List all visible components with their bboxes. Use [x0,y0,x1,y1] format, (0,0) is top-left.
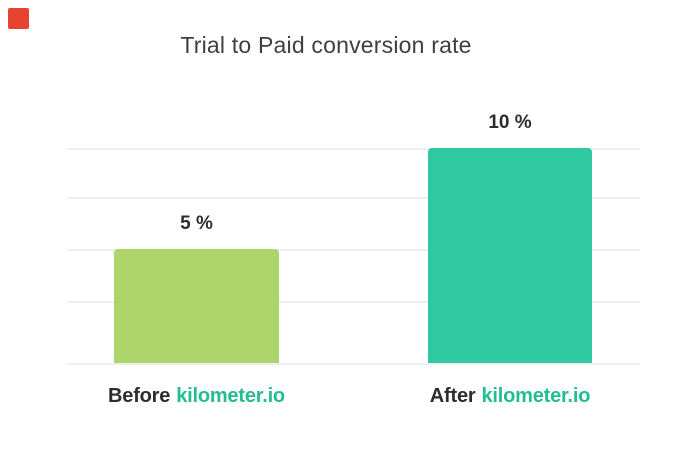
category-label-before: Before kilometer.io [108,386,285,406]
chart-title: Trial to Paid conversion rate [180,32,472,58]
bar-group-before: 5 % Before kilometer.io [108,0,285,461]
brand-text: kilometer.io [176,385,285,407]
category-label-after: After kilometer.io [429,385,591,407]
bar-after [428,148,592,363]
category-text: After [429,385,476,407]
bar-before [114,249,279,363]
value-label-before: 5 % [180,213,213,234]
gridline [67,301,640,303]
gridline [67,197,640,199]
plot-area: 5 % Before kilometer.io 10 % After kilomet… [67,0,640,461]
bar-group-after: 10 % After kilometer.io [428,0,592,461]
value-label-after: 10 % [488,112,532,133]
brand-text: kilometer.io [481,385,591,407]
gridline [67,148,640,150]
gridlines [67,0,640,461]
red-marker-icon [8,8,29,29]
gridline [67,363,640,365]
category-text: Before [108,385,171,407]
gridline [67,249,640,251]
